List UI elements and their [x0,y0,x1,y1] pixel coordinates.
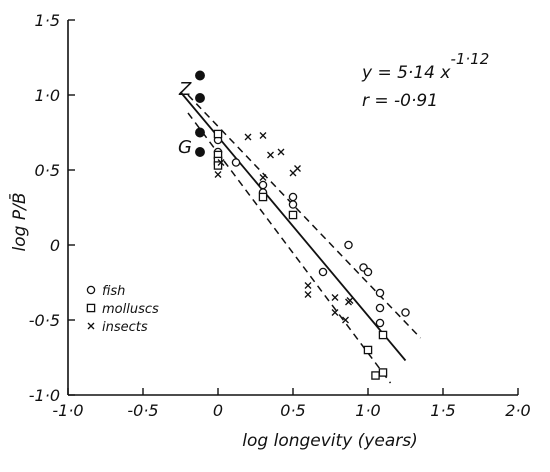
legend-fish-label: fish [102,284,125,299]
x-tick-label: 0·5 [280,401,305,420]
fish-point [363,267,373,277]
insects-point [346,297,354,304]
y-tick-label: 0 [50,236,60,255]
insects-point [259,132,267,139]
equation-exponent: -1·12 [450,50,489,68]
fish-point [231,158,241,167]
x-tick-label: 1·5 [430,401,455,420]
insects-point [304,291,312,298]
y-tick-label: 0·5 [35,161,60,180]
label-g: G [178,137,192,158]
legend-insects-marker [87,322,95,330]
y-tick-label: -1·0 [29,386,60,405]
confidence-line-lower [187,112,392,384]
data-points [195,70,410,380]
x-tick-label: -1·0 [52,401,83,420]
fish-point [375,318,385,328]
insects-point [214,171,222,178]
label-z: Z [178,79,192,100]
molluscs-point [371,371,380,380]
y-axis-label: log P/B̄ [8,193,30,252]
tick-labels: -1·0 -0·5 0 0·5 1·0 1·5 2·0 1·5 1·0 0·5 0 -0·5 -1·0 [29,11,531,420]
highlight-point [195,93,205,103]
legend-insects-label: insects [102,320,148,335]
fish-point [258,180,268,190]
molluscs-point [378,368,388,377]
fish-point [288,192,298,202]
insects-point [267,151,274,159]
x-tick-label: 1·0 [355,401,380,420]
fish-point [288,200,298,209]
equation-base: y = 5·14 x [361,63,451,83]
y-tick-label: -0·5 [29,311,60,330]
legend-fish-marker [86,285,96,295]
insects-point [304,282,312,289]
fish-point [344,240,353,250]
x-tick-label: 2·0 [505,401,530,420]
insects-point [244,133,252,141]
insects-point [217,159,225,166]
molluscs-point [378,330,388,340]
y-tick-label: 1·5 [35,11,60,30]
insects-point [331,294,339,301]
confidence-line-upper [187,94,422,339]
insects-point [294,165,301,172]
r-annotation: r = -0·91 [362,91,438,111]
molluscs-point [258,192,268,202]
insects-point [342,316,349,324]
legend: fish molluscs insects [86,284,159,335]
highlight-point [195,70,205,81]
insects-point [277,148,285,156]
x-tick-label: -0·5 [127,401,158,420]
x-tick-label: 0 [213,401,223,420]
fish-point [375,288,385,298]
fish-point [375,303,385,313]
highlight-point [195,127,205,138]
molluscs-point [363,345,373,355]
equation-annotation: y = 5·14 x-1·12 [361,50,489,83]
tick-marks [67,19,519,396]
molluscs-point [288,210,298,220]
y-tick-label: 1·0 [35,86,60,105]
fish-point [401,308,410,317]
insects-point [331,309,339,316]
x-axis-label: log longevity (years) [242,431,417,451]
highlight-point [195,147,205,157]
fish-point [318,267,328,277]
insects-point [259,174,267,181]
legend-molluscs-marker [86,303,96,313]
molluscs-point [213,129,223,139]
legend-molluscs-label: molluscs [102,302,159,317]
